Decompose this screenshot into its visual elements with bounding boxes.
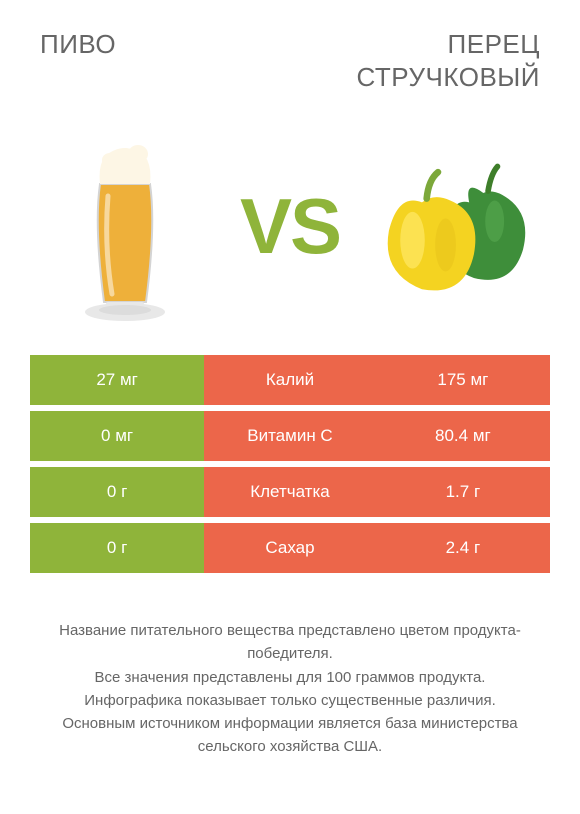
cell-right-value: 175 мг <box>376 355 550 405</box>
footer-line: Основным источником информации является … <box>62 715 517 755</box>
beer-glass-icon <box>40 121 210 331</box>
cell-nutrient-label: Калий <box>204 355 376 405</box>
bell-peppers-icon <box>370 121 540 331</box>
footer-line: Все значения представлены для 100 граммо… <box>95 669 486 686</box>
table-row: 0 гСахар2.4 г <box>30 523 550 573</box>
title-right: ПЕРЕЦСТРУЧКОВЫЙ <box>290 28 540 93</box>
table-row: 0 гКлетчатка1.7 г <box>30 467 550 517</box>
cell-nutrient-label: Сахар <box>204 523 376 573</box>
cell-nutrient-label: Клетчатка <box>204 467 376 517</box>
cell-left-value: 27 мг <box>30 355 204 405</box>
images-row: VS <box>30 111 550 341</box>
cell-left-value: 0 г <box>30 467 204 517</box>
table-row: 27 мгКалий175 мг <box>30 355 550 405</box>
footer-line: Инфографика показывает только существенн… <box>84 692 496 709</box>
cell-left-value: 0 мг <box>30 411 204 461</box>
cell-nutrient-label: Витамин C <box>204 411 376 461</box>
comparison-table: 27 мгКалий175 мг0 мгВитамин C80.4 мг0 гК… <box>30 355 550 579</box>
infographic-container: ПИВО ПЕРЕЦСТРУЧКОВЫЙ VS <box>0 0 580 814</box>
titles-row: ПИВО ПЕРЕЦСТРУЧКОВЫЙ <box>30 28 550 93</box>
cell-right-value: 2.4 г <box>376 523 550 573</box>
footer-line: Название питательного вещества представл… <box>59 622 521 662</box>
table-row: 0 мгВитамин C80.4 мг <box>30 411 550 461</box>
cell-right-value: 80.4 мг <box>376 411 550 461</box>
cell-left-value: 0 г <box>30 523 204 573</box>
footer-notes: Название питательного вещества представл… <box>30 619 550 759</box>
vs-label: VS <box>240 181 340 272</box>
cell-right-value: 1.7 г <box>376 467 550 517</box>
title-left: ПИВО <box>40 28 290 61</box>
